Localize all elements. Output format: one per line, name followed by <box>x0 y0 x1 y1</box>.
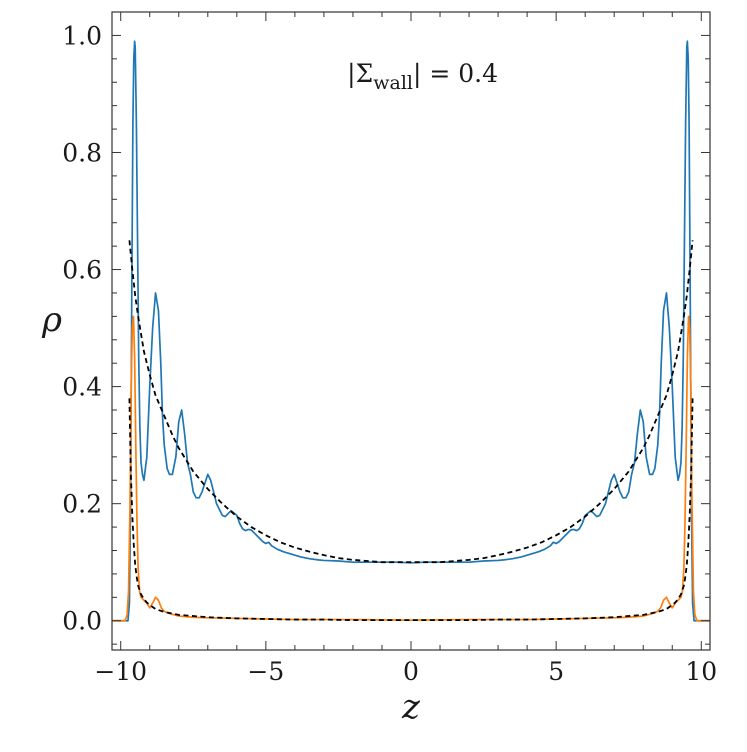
annotation-sigma-wall: |Σwall| = 0.4 <box>347 59 498 94</box>
x-axis-label: z <box>401 687 421 727</box>
series-line-3 <box>128 398 694 622</box>
plot-frame <box>111 11 711 651</box>
series-line-2 <box>128 240 694 564</box>
series-layer <box>112 40 710 622</box>
x-tick-label: 10 <box>685 657 717 686</box>
y-tick-label: 0.6 <box>62 256 102 285</box>
y-tick-label: 0.4 <box>62 373 102 402</box>
x-tick-label: −5 <box>247 657 284 686</box>
y-tick-label: 0.2 <box>62 490 102 519</box>
series-line-1 <box>112 315 710 622</box>
series-line-0 <box>112 40 710 622</box>
tick-layer: −10 −5 0 5 10 0.0 0.2 0.4 0.6 0.8 1.0 <box>62 12 717 686</box>
y-tick-label: 0.8 <box>62 138 102 167</box>
y-tick-label: 1.0 <box>62 21 102 50</box>
y-axis-label: ρ <box>41 300 62 340</box>
x-tick-label: −10 <box>94 657 147 686</box>
x-tick-label: 0 <box>403 657 419 686</box>
x-tick-label: 5 <box>548 657 564 686</box>
y-tick-label: 0.0 <box>62 607 102 636</box>
